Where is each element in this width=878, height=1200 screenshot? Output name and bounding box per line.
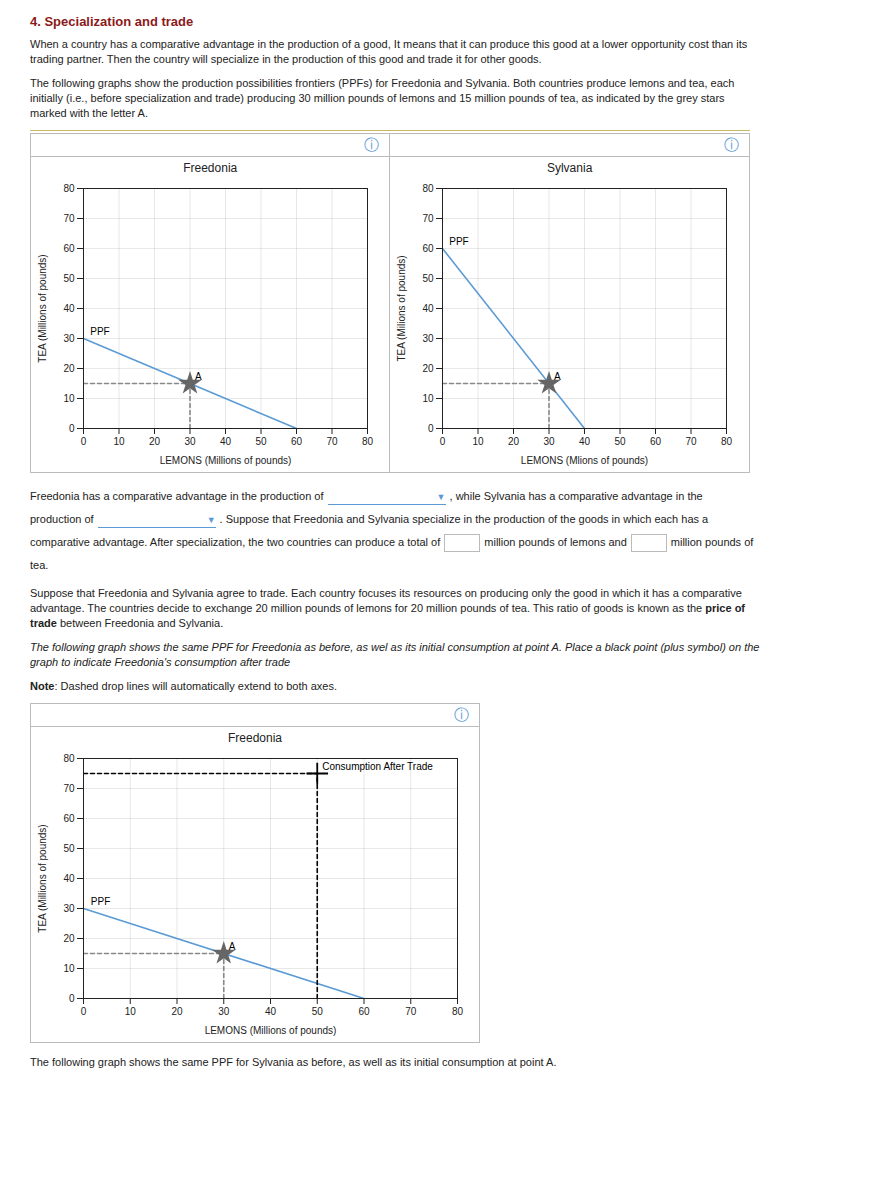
svg-text:60: 60 [423,243,435,254]
svg-text:30: 30 [63,333,75,344]
svg-text:TEA (Millions of pounds): TEA (Millions of pounds) [37,824,48,932]
svg-text:70: 70 [405,1006,417,1017]
html-text:Suppose that Freedonia and Syl: Suppose that Freedonia and Sylvania agre… [30,587,742,599]
svg-text:20: 20 [149,436,161,447]
svg-text:70: 70 [423,213,435,224]
svg-text:TEA (Millions of pounds): TEA (Millions of pounds) [37,254,48,362]
svg-text:10: 10 [125,1006,137,1017]
svg-text:0: 0 [69,993,75,1004]
svg-text:40: 40 [63,873,75,884]
html-text:Freedonia has a comparative ad: Freedonia has a comparative advantage in… [30,490,324,502]
svg-text:30: 30 [63,903,75,914]
svg-text:50: 50 [63,273,75,284]
svg-text:LEMONS (Millions of pounds): LEMONS (Millions of pounds) [160,455,292,466]
html-text:tea.: tea. [30,559,49,571]
html-text:advantage. The countries decid: advantage. The countries decide to excha… [30,602,745,614]
html-text:million pounds of: million pounds of [670,536,754,548]
svg-text:70: 70 [326,436,338,447]
html-text:The following graph shows the: The following graph shows the same PPF f… [30,1056,557,1068]
svg-text:0: 0 [81,436,87,447]
svg-text:70: 70 [63,213,75,224]
html-text:The following graph shows the: The following graph shows the same PPF f… [30,641,760,653]
svg-text:0: 0 [81,1006,87,1017]
svg-text:80: 80 [63,183,75,194]
svg-text:20: 20 [63,933,75,944]
svg-text:PPF: PPF [91,896,110,907]
svg-text:40: 40 [220,436,232,447]
svg-text:80: 80 [423,183,435,194]
svg-text:30: 30 [218,1006,230,1017]
svg-text:A: A [554,371,561,382]
svg-text:0: 0 [69,423,75,434]
svg-text:60: 60 [291,436,303,447]
svg-text:10: 10 [113,436,125,447]
svg-text:Consumption After Trade: Consumption After Trade [322,761,433,772]
html-text:trade between Freedonia and Sy: trade between Freedonia and Sylvania. [30,617,224,629]
svg-text:40: 40 [579,436,591,447]
html-text:million pounds of lemons and: million pounds of lemons and [484,536,627,548]
svg-text:80: 80 [452,1006,464,1017]
svg-text:40: 40 [423,303,435,314]
html-text:When a country has a comparati: When a country has a comparative advanta… [30,38,748,50]
html-text:Freedonia: Freedonia [183,161,238,175]
svg-text:70: 70 [63,783,75,794]
svg-text:20: 20 [508,436,520,447]
html-text:production of: production of [30,513,94,525]
svg-text:50: 50 [423,273,435,284]
svg-text:50: 50 [63,843,75,854]
svg-text:50: 50 [255,436,267,447]
html-text:marked with the letter A.: marked with the letter A. [30,107,148,119]
html-text:▼ , while Sylvania has a compa: ▼ , while Sylvania has a comparative adv… [436,490,703,502]
svg-text:PPF: PPF [450,236,469,247]
svg-text:60: 60 [358,1006,370,1017]
html-text:Note: Dashed drop lines will a: Note: Dashed drop lines will automatical… [30,680,337,692]
html-text:Sylvania: Sylvania [547,161,593,175]
svg-text:50: 50 [312,1006,324,1017]
svg-text:LEMONS (Mlions of pounds): LEMONS (Mlions of pounds) [521,455,648,466]
svg-text:30: 30 [544,436,556,447]
svg-text:PPF: PPF [90,326,109,337]
svg-text:40: 40 [63,303,75,314]
svg-text:0: 0 [440,436,446,447]
html-text:Freedonia: Freedonia [228,731,282,745]
svg-text:A: A [195,371,202,382]
html-text:comparative advantage. After s: comparative advantage. After specializat… [30,536,441,548]
svg-text:50: 50 [615,436,627,447]
svg-text:60: 60 [63,813,75,824]
svg-text:30: 30 [423,333,435,344]
svg-text:10: 10 [423,393,435,404]
svg-text:LEMONS (Millions of pounds): LEMONS (Millions of pounds) [205,1025,337,1036]
html-text:▼ . Suppose that Freedonia and: ▼ . Suppose that Freedonia and Sylvania … [206,513,709,525]
svg-text:0: 0 [428,423,434,434]
svg-text:10: 10 [473,436,485,447]
html-text:trading partner. Then the coun: trading partner. Then the country will s… [30,53,542,65]
svg-text:TEA (Milions of pounds): TEA (Milions of pounds) [396,255,407,361]
svg-text:30: 30 [184,436,196,447]
svg-text:60: 60 [63,243,75,254]
svg-text:70: 70 [686,436,698,447]
html-text:The following graphs show the: The following graphs show the production… [30,77,735,89]
svg-text:20: 20 [171,1006,183,1017]
svg-text:10: 10 [63,963,75,974]
svg-text:10: 10 [63,393,75,404]
svg-text:A: A [229,941,236,952]
html-text:initially (i.e., before specia: initially (i.e., before specialization a… [30,92,725,104]
html-text:graph to indicate Freedonia's: graph to indicate Freedonia's consumptio… [30,656,291,668]
svg-text:40: 40 [265,1006,277,1017]
html-text:4. Specialization and trade: 4. Specialization and trade [30,14,194,29]
svg-text:80: 80 [721,436,733,447]
svg-text:20: 20 [63,363,75,374]
svg-text:20: 20 [423,363,435,374]
svg-text:80: 80 [63,753,75,764]
svg-text:60: 60 [650,436,662,447]
svg-text:80: 80 [362,436,374,447]
